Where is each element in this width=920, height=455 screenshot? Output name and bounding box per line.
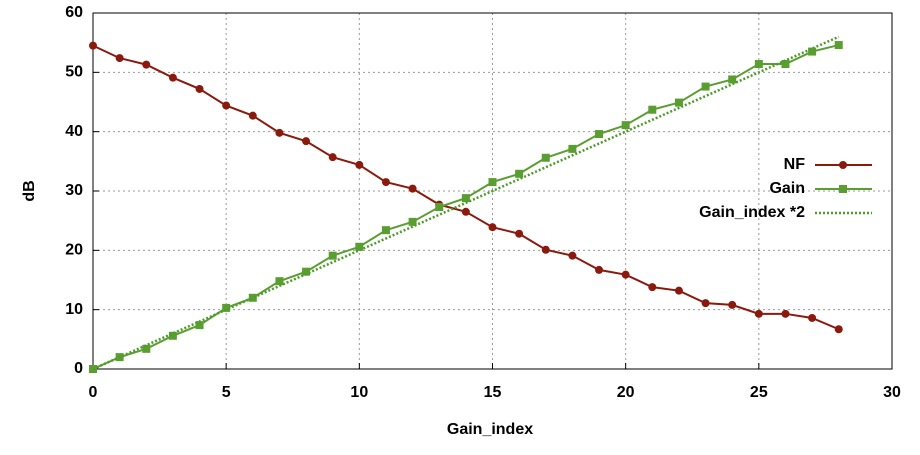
marker xyxy=(515,229,524,238)
marker xyxy=(541,153,550,162)
marker xyxy=(621,121,630,130)
marker xyxy=(328,153,337,162)
marker xyxy=(728,300,737,309)
marker xyxy=(461,194,470,203)
x-tick-label: 25 xyxy=(750,384,768,401)
plot-frame xyxy=(92,12,893,370)
legend-label: Gain xyxy=(769,180,805,197)
marker xyxy=(541,245,550,254)
y-tick-label: 30 xyxy=(65,182,83,199)
marker xyxy=(381,178,390,187)
marker xyxy=(701,299,710,308)
y-tick-label: 60 xyxy=(65,4,83,21)
marker xyxy=(568,251,577,260)
y-tick-label: 40 xyxy=(65,123,83,140)
marker xyxy=(222,101,231,110)
marker xyxy=(115,54,124,63)
y-tick-label: 20 xyxy=(65,242,83,259)
marker xyxy=(408,217,417,226)
marker xyxy=(248,293,257,302)
series-line xyxy=(92,35,840,371)
marker xyxy=(168,331,177,340)
marker xyxy=(754,309,763,318)
marker xyxy=(435,203,444,212)
marker xyxy=(461,207,470,216)
x-tick-label: 0 xyxy=(89,384,98,401)
marker xyxy=(781,60,790,69)
marker xyxy=(674,98,683,107)
marker xyxy=(515,169,524,178)
legend-label: Gain_index *2 xyxy=(699,204,805,221)
marker xyxy=(648,105,657,114)
x-tick-label: 30 xyxy=(883,384,901,401)
marker xyxy=(222,303,231,312)
marker xyxy=(408,184,417,193)
marker xyxy=(701,82,710,91)
marker xyxy=(355,242,364,251)
marker xyxy=(142,344,151,353)
marker xyxy=(302,137,311,146)
y-axis-label: dB xyxy=(21,180,38,201)
marker xyxy=(595,130,604,139)
marker xyxy=(839,161,847,169)
x-tick-label: 5 xyxy=(222,384,231,401)
marker xyxy=(248,111,257,120)
y-tick-label: 10 xyxy=(65,301,83,318)
marker xyxy=(728,75,737,84)
marker xyxy=(275,277,284,286)
marker xyxy=(595,265,604,274)
marker xyxy=(621,270,630,279)
x-tick-label: 20 xyxy=(617,384,635,401)
series-line xyxy=(92,44,840,331)
marker xyxy=(781,309,790,318)
marker xyxy=(834,41,843,50)
marker xyxy=(381,226,390,235)
marker xyxy=(195,84,204,93)
marker xyxy=(168,73,177,82)
marker xyxy=(302,267,311,276)
marker xyxy=(568,144,577,153)
marker xyxy=(488,178,497,187)
marker xyxy=(674,286,683,295)
marker xyxy=(275,128,284,137)
y-tick-label: 50 xyxy=(65,64,83,81)
marker xyxy=(754,60,763,69)
marker xyxy=(89,41,97,50)
marker xyxy=(195,321,204,330)
marker xyxy=(834,325,843,334)
x-tick-label: 15 xyxy=(484,384,502,401)
marker xyxy=(808,47,817,56)
x-tick-label: 10 xyxy=(350,384,368,401)
marker xyxy=(142,60,151,69)
x-axis-label: Gain_index xyxy=(447,421,533,438)
marker xyxy=(488,223,497,232)
y-tick-label: 0 xyxy=(74,360,83,377)
marker xyxy=(328,251,337,260)
marker xyxy=(648,283,657,292)
marker xyxy=(355,160,364,169)
legend-label: NF xyxy=(784,156,806,173)
marker xyxy=(839,185,847,193)
marker xyxy=(808,313,817,322)
